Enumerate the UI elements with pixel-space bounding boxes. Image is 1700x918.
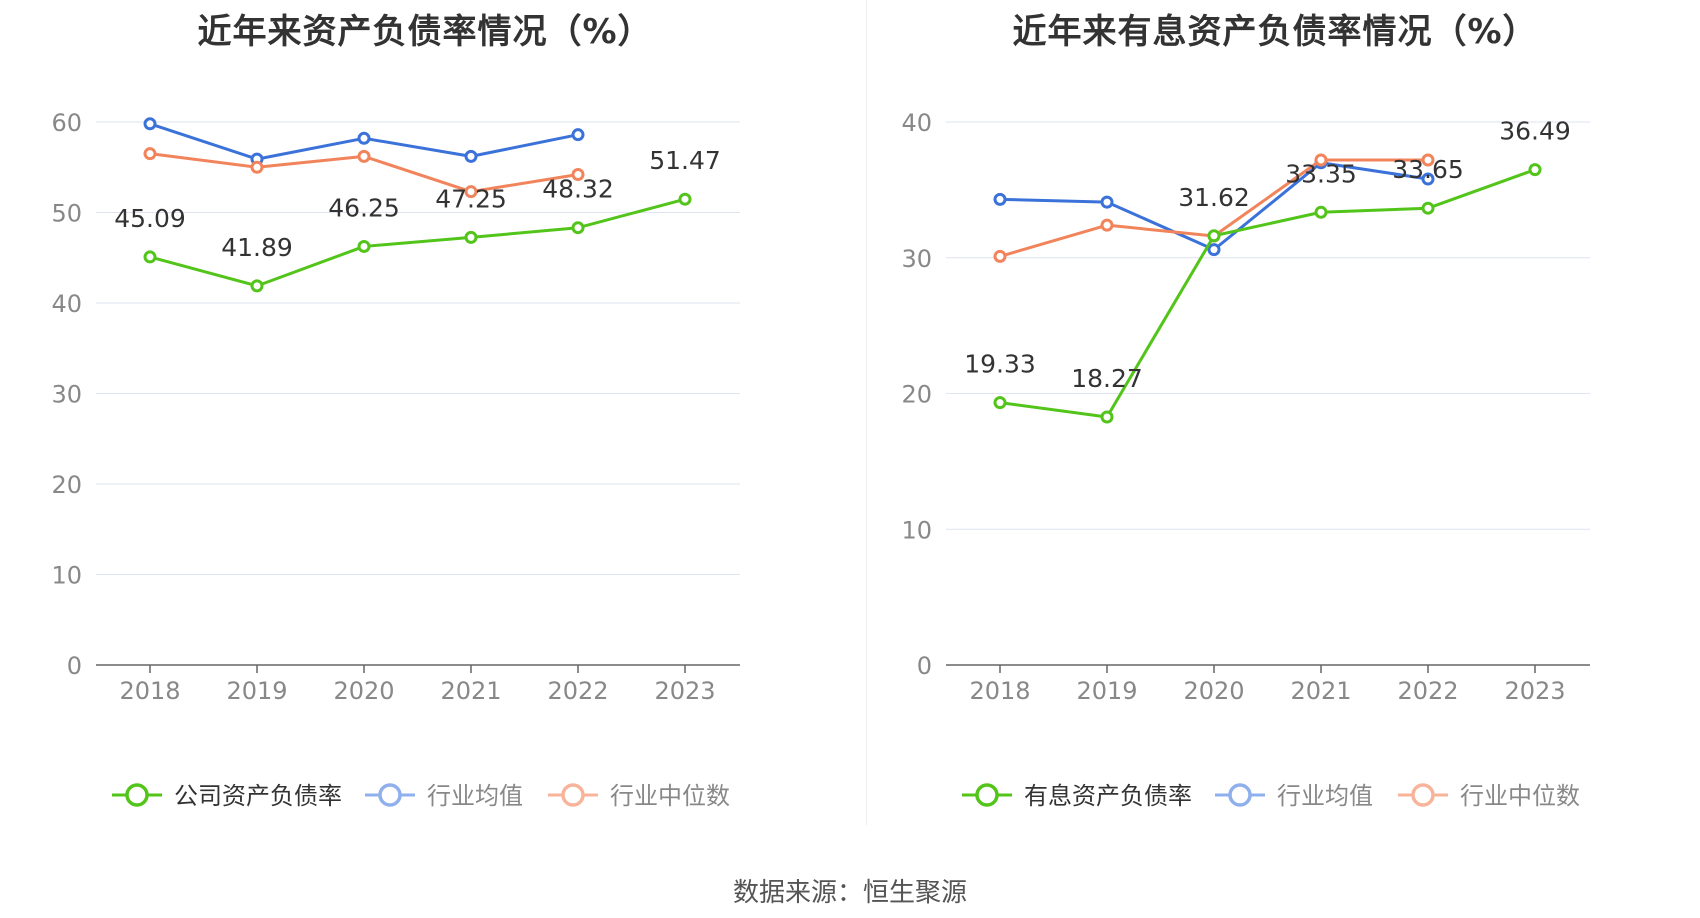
legend-marker (125, 783, 149, 807)
legend-item[interactable]: 行业均值 (365, 782, 523, 810)
series-line (149, 197, 686, 288)
x-tick-label: 2022 (547, 677, 608, 705)
data-label: 33.35 (1285, 159, 1357, 188)
data-label: 33.65 (1392, 155, 1464, 184)
legend-marker (561, 783, 585, 807)
data-point (571, 221, 585, 235)
data-point (1207, 229, 1221, 243)
x-tick-label: 2023 (1504, 677, 1565, 705)
x-tick-label: 2022 (1397, 677, 1458, 705)
data-point (1100, 218, 1114, 232)
y-tick-label: 30 (51, 381, 82, 409)
series-line (999, 168, 1536, 419)
x-tick-label: 2020 (333, 677, 394, 705)
legend-item[interactable]: 行业中位数 (1398, 782, 1580, 810)
data-point (464, 230, 478, 244)
legend-marker (1411, 783, 1435, 807)
data-point (678, 192, 692, 206)
x-tick-label: 2019 (226, 677, 287, 705)
data-point (143, 117, 157, 131)
legend-label: 行业均值 (1277, 782, 1373, 810)
y-tick-label: 50 (51, 200, 82, 228)
data-point (993, 396, 1007, 410)
x-tick-label: 2023 (654, 677, 715, 705)
chart-title: 近年来资产负债率情况（%） (197, 12, 653, 52)
data-point (1421, 201, 1435, 215)
legend-label: 公司资产负债率 (174, 782, 342, 810)
legend-marker (378, 783, 402, 807)
legend-item[interactable]: 行业中位数 (548, 782, 730, 810)
chart-title: 近年来有息资产负债率情况（%） (1012, 12, 1538, 52)
y-tick-label: 0 (67, 652, 82, 680)
y-tick-label: 20 (51, 471, 82, 499)
chart-panel-left: 近年来资产负债率情况（%） 0 10 20 30 40 50 60 2018 2019 2020 2… (51, 12, 740, 810)
data-point (464, 149, 478, 163)
legend-marker (975, 783, 999, 807)
line-chart-asset-liability: 0 10 20 30 40 50 60 2018 2019 2020 2021 2022 2023 45.… (51, 109, 740, 810)
x-tick-label: 2018 (969, 677, 1030, 705)
data-label: 48.32 (542, 175, 614, 204)
data-point (464, 185, 478, 199)
data-point (1421, 153, 1435, 167)
x-tick-label: 2020 (1183, 677, 1244, 705)
y-tick-label: 30 (901, 245, 932, 273)
y-tick-label: 40 (901, 109, 932, 137)
data-point (357, 239, 371, 253)
data-label: 19.33 (964, 350, 1036, 379)
legend-item[interactable]: 有息资产负债率 (962, 782, 1192, 810)
data-point (143, 250, 157, 264)
data-point (250, 279, 264, 293)
x-tick-label: 2019 (1076, 677, 1137, 705)
y-tick-label: 10 (901, 516, 932, 544)
y-tick-label: 40 (51, 290, 82, 318)
legend-item[interactable]: 公司资产负债率 (112, 782, 342, 810)
x-tick-label: 2018 (119, 677, 180, 705)
data-point (1421, 172, 1435, 186)
data-point (1207, 243, 1221, 257)
legend-item[interactable]: 行业均值 (1215, 782, 1373, 810)
data-label: 18.27 (1071, 364, 1143, 393)
data-point (1100, 195, 1114, 209)
y-tick-label: 60 (51, 109, 82, 137)
x-tick-label: 2021 (440, 677, 501, 705)
data-point (571, 167, 585, 181)
data-label: 41.89 (221, 233, 293, 262)
data-label: 45.09 (114, 204, 186, 233)
legend-label: 行业中位数 (610, 782, 730, 810)
data-label: 46.25 (328, 193, 400, 222)
data-point (1314, 205, 1328, 219)
data-point (1314, 153, 1328, 167)
x-tick-label: 2021 (1290, 677, 1351, 705)
data-point (357, 131, 371, 145)
chart-panel-right: 近年来有息资产负债率情况（%） 0 10 20 30 40 2018 2019 2020 202… (850, 0, 1700, 918)
data-point (993, 249, 1007, 263)
data-point (993, 192, 1007, 206)
data-source: 数据来源：恒生聚源 (732, 878, 967, 908)
line-chart-interest-bearing-liability: 0 10 20 30 40 2018 2019 2020 2021 2022 2023 19.33 18… (901, 109, 1590, 810)
legend-marker (1228, 783, 1252, 807)
y-tick-label: 0 (917, 652, 932, 680)
data-point (357, 149, 371, 163)
data-point (143, 147, 157, 161)
legend-label: 行业中位数 (1460, 782, 1580, 810)
data-point (1528, 163, 1542, 177)
y-tick-label: 20 (901, 381, 932, 409)
y-tick-label: 10 (51, 562, 82, 590)
data-point (250, 160, 264, 174)
data-label: 51.47 (649, 146, 721, 175)
legend-label: 行业均值 (427, 782, 523, 810)
legend-label: 有息资产负债率 (1024, 782, 1192, 810)
data-label: 36.49 (1499, 117, 1571, 146)
data-point (1100, 410, 1114, 424)
data-label: 31.62 (1178, 183, 1250, 212)
data-label: 47.25 (435, 184, 507, 213)
data-point (571, 128, 585, 142)
panel-divider (866, 0, 867, 825)
